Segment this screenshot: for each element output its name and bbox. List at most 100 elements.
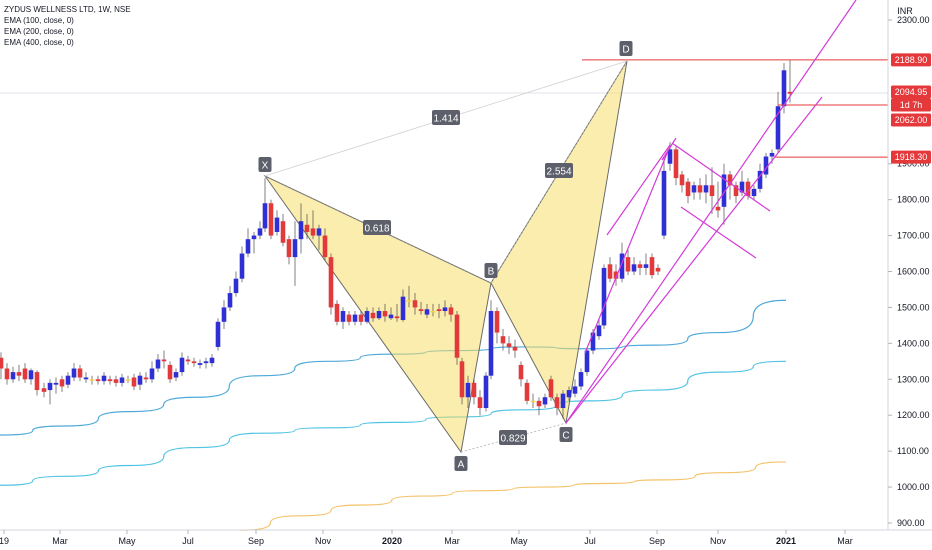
time-tick-label: Nov bbox=[315, 536, 332, 546]
candle bbox=[560, 390, 566, 419]
candle-body bbox=[22, 368, 28, 380]
candle-body bbox=[661, 170, 667, 236]
point-b-label-text: B bbox=[488, 267, 495, 278]
ratio-1414-bg bbox=[432, 110, 460, 125]
candle bbox=[661, 156, 667, 240]
candle-body bbox=[769, 152, 775, 157]
candle-body bbox=[203, 361, 209, 364]
candle bbox=[179, 352, 185, 376]
candle-body bbox=[412, 300, 418, 308]
candle bbox=[400, 289, 406, 322]
candle-body bbox=[745, 181, 751, 197]
candle-body bbox=[524, 382, 530, 401]
ema-200-line bbox=[0, 360, 787, 486]
candle-body bbox=[340, 311, 346, 322]
price-tick-label: 1700.00 bbox=[897, 231, 930, 241]
countdown-label-text: 1d 7h bbox=[900, 100, 923, 110]
pattern-bcd-triangle bbox=[490, 60, 628, 425]
time-tick-label: 19 bbox=[0, 536, 9, 546]
candle-body bbox=[113, 379, 119, 383]
candle-body bbox=[245, 239, 251, 254]
candle-body bbox=[613, 271, 619, 279]
candle-body bbox=[436, 309, 442, 312]
price-tick-label: 1200.00 bbox=[897, 410, 930, 420]
point-d-label: D bbox=[619, 41, 633, 56]
candle-body bbox=[83, 377, 89, 380]
candle-body bbox=[298, 221, 304, 240]
harmonic-pattern[interactable]: X A B C D 0.618 0.829 2.554 1.414 bbox=[258, 41, 633, 471]
candle bbox=[107, 375, 113, 385]
price-label-2094-bg bbox=[891, 85, 931, 99]
candle-body bbox=[494, 311, 500, 333]
indicator-ema-400: EMA (400, close, 0) bbox=[4, 38, 74, 47]
wedge-lower-line bbox=[680, 206, 757, 259]
candle bbox=[346, 311, 352, 326]
price-tick-label: 1300.00 bbox=[897, 374, 930, 384]
candle-body bbox=[316, 228, 322, 236]
candle bbox=[388, 307, 394, 321]
candle-body bbox=[418, 309, 424, 312]
candle-body bbox=[596, 325, 602, 337]
candle bbox=[542, 393, 548, 409]
candle bbox=[757, 163, 763, 193]
candle bbox=[631, 257, 637, 276]
time-tick-label: Mar bbox=[52, 536, 68, 546]
candle bbox=[322, 228, 328, 261]
time-tick-label: 2021 bbox=[776, 536, 796, 546]
candle-body bbox=[34, 372, 40, 391]
candle-body bbox=[233, 278, 239, 294]
candle bbox=[697, 178, 703, 200]
candle bbox=[358, 311, 364, 326]
time-axis[interactable]: 19 Mar May Jul Sep Nov 2020 Mar May Jul Sep Nov 2021… bbox=[0, 530, 853, 546]
candle-body bbox=[643, 264, 649, 268]
candle bbox=[418, 302, 424, 315]
candle bbox=[548, 375, 554, 401]
candle bbox=[709, 167, 715, 215]
candle bbox=[459, 357, 465, 405]
candle bbox=[436, 303, 442, 319]
candle bbox=[518, 361, 524, 387]
candle bbox=[0, 352, 4, 380]
candle-body bbox=[631, 264, 637, 272]
candle-body bbox=[358, 314, 364, 322]
candle bbox=[394, 303, 400, 322]
point-x-label-bg bbox=[258, 157, 272, 172]
channel-upper-line bbox=[565, 0, 857, 424]
candle bbox=[625, 249, 631, 276]
price-tick-label: 1600.00 bbox=[897, 267, 930, 277]
candle bbox=[424, 303, 430, 319]
candle bbox=[113, 375, 119, 387]
candle-body bbox=[566, 390, 572, 398]
point-b-label: B bbox=[484, 263, 498, 278]
price-tick-label: 1100.00 bbox=[897, 446, 929, 456]
candle-body bbox=[143, 377, 149, 380]
candle-body bbox=[167, 364, 173, 380]
candle bbox=[364, 307, 370, 324]
candle bbox=[233, 271, 239, 297]
candle-body bbox=[65, 375, 71, 385]
candle bbox=[286, 235, 292, 265]
time-tick-label: 2020 bbox=[382, 536, 402, 546]
candle-body bbox=[53, 382, 59, 385]
candle bbox=[191, 357, 197, 367]
point-a-label-text: A bbox=[458, 460, 465, 471]
time-tick-label: Sep bbox=[649, 536, 665, 546]
candle bbox=[16, 364, 22, 382]
candle-body bbox=[47, 382, 53, 391]
trend-overlays[interactable] bbox=[565, 0, 888, 424]
candle-body bbox=[673, 149, 679, 179]
ratio-2554-text: 2.554 bbox=[546, 167, 571, 178]
candle bbox=[101, 372, 107, 385]
candle-body bbox=[191, 361, 197, 364]
candle-body bbox=[781, 70, 787, 107]
candle bbox=[536, 397, 542, 416]
price-tick-label: 1500.00 bbox=[897, 302, 930, 312]
price-tick-label: 1400.00 bbox=[897, 338, 930, 348]
candle bbox=[310, 210, 316, 240]
candle bbox=[763, 152, 769, 179]
candle bbox=[751, 185, 757, 200]
candle bbox=[245, 228, 251, 258]
candle bbox=[512, 339, 518, 358]
